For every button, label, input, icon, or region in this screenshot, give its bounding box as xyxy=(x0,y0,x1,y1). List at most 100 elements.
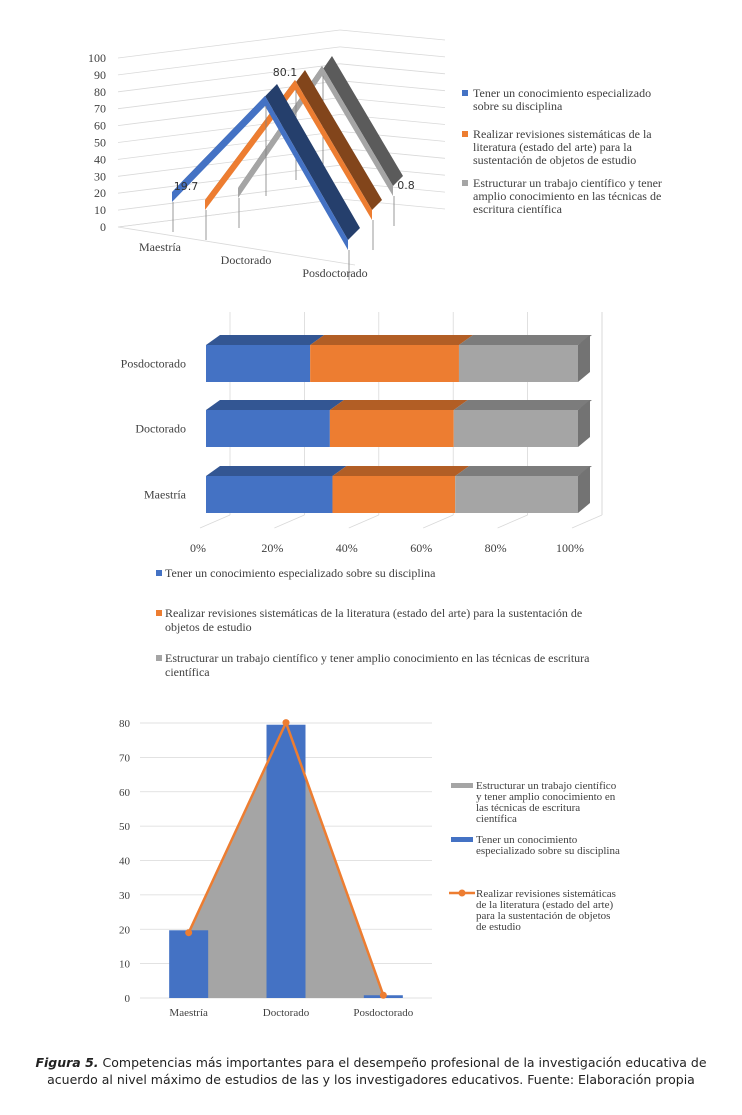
x-tick-label: 20% xyxy=(261,541,283,555)
data-label: 0.8 xyxy=(397,179,415,192)
figure-caption-text: Competencias más importantes para el des… xyxy=(47,1055,707,1087)
bar-segment-top xyxy=(329,400,468,410)
line-point xyxy=(185,929,193,937)
gridline xyxy=(117,181,341,211)
data-label: 80.1 xyxy=(273,66,298,79)
legend-label: y tener amplio conocimiento en xyxy=(476,791,616,803)
y-tick-label: 50 xyxy=(119,821,131,833)
gridline xyxy=(199,514,231,529)
y-tick-label: 20 xyxy=(94,186,106,200)
gridline xyxy=(348,514,379,529)
gridline xyxy=(117,46,341,76)
chart-combo: 0 10 20 30 40 50 60 70 80 Maestría Doctorado Posdoc… xyxy=(119,718,620,1019)
y-tick-label: Posdoctorado xyxy=(121,357,186,371)
legend-swatch xyxy=(451,783,473,788)
data-label: 19.7 xyxy=(174,180,199,193)
bar-segment xyxy=(332,476,456,513)
figure-label: Figura 5. xyxy=(35,1055,99,1070)
y-tick-label: 100 xyxy=(88,51,106,65)
y-tick-label: 20 xyxy=(119,924,131,936)
bar-segment xyxy=(206,345,311,382)
x-tick-label: Maestría xyxy=(139,240,182,254)
x-tick-label: Posdoctorado xyxy=(353,1007,413,1019)
legend-swatch-marker xyxy=(458,889,466,897)
y-tick-label: 40 xyxy=(119,856,131,868)
y-tick-label: 40 xyxy=(94,152,106,166)
y-tick-label: 30 xyxy=(94,169,106,183)
legend-label: científica xyxy=(165,665,210,679)
y-tick-label: 10 xyxy=(119,959,131,971)
series-ribbon-top xyxy=(238,56,403,188)
gridline xyxy=(423,514,454,529)
gridline xyxy=(571,514,603,529)
legend-label: Estructurar un trabajo científico xyxy=(476,780,617,792)
y-tick-label: 80 xyxy=(94,85,106,99)
legend-label: Tener un conocimiento especializado xyxy=(473,86,651,100)
legend-label: amplio conocimiento en las técnicas de xyxy=(473,189,661,203)
legend-label: especializado sobre su disciplina xyxy=(476,845,620,857)
bar-segment-top xyxy=(310,335,473,345)
legend-label: Tener un conocimiento especializado sobr… xyxy=(165,566,436,580)
legend-swatch xyxy=(462,90,468,96)
y-tick-label: 80 xyxy=(119,718,131,730)
legend-label: para la sustentación de objetos xyxy=(476,910,610,922)
x-tick-label: 80% xyxy=(485,541,507,555)
y-tick-label: 60 xyxy=(94,119,106,133)
series-ribbon-top xyxy=(205,70,382,210)
y-tick-label: Maestría xyxy=(144,488,187,502)
bar-segment-side xyxy=(578,466,590,513)
gridline xyxy=(339,80,446,92)
gridline xyxy=(117,29,341,59)
x-tick-label: 40% xyxy=(336,541,358,555)
line-point xyxy=(379,991,387,999)
bar-segment xyxy=(206,476,333,513)
bar xyxy=(266,724,306,998)
legend-label: Realizar revisiones sistemáticas de la xyxy=(473,127,652,141)
bar xyxy=(169,930,209,998)
legend-label: Realizar revisiones sistemáticas xyxy=(476,888,616,900)
legend-swatch xyxy=(451,837,473,842)
bar-segment-top xyxy=(455,466,592,476)
legend-label: sustentación de objetos de estudio xyxy=(473,153,636,167)
bar-segment-side xyxy=(578,335,590,382)
legend-swatch xyxy=(156,570,162,576)
gridline xyxy=(497,514,528,529)
legend-label: literatura (estado del arte) para la xyxy=(473,140,633,154)
bar-segment-top xyxy=(206,335,325,345)
gridline xyxy=(339,46,446,58)
legend-swatch xyxy=(462,131,468,137)
y-tick-label: 70 xyxy=(94,102,106,116)
legend-label: científica xyxy=(476,813,517,825)
x-tick-label: Doctorado xyxy=(263,1007,310,1019)
figure-caption: Figura 5. Competencias más importantes p… xyxy=(20,1054,722,1088)
y-tick-label: 50 xyxy=(94,136,106,150)
gridline xyxy=(117,63,341,93)
legend-label: escritura científica xyxy=(473,202,563,216)
x-tick-label: 0% xyxy=(190,541,206,555)
series-ribbon-top xyxy=(172,84,360,240)
gridline xyxy=(117,114,341,143)
gridline xyxy=(339,198,446,210)
x-tick-label: Maestría xyxy=(169,1007,208,1019)
gridline xyxy=(274,514,305,529)
legend-swatch xyxy=(462,180,468,186)
x-tick-label: 60% xyxy=(410,541,432,555)
floor-line xyxy=(117,198,341,228)
legend-label: Tener un conocimiento xyxy=(476,834,578,846)
line-point xyxy=(282,719,290,727)
legend-label: de estudio xyxy=(476,921,521,933)
bar-segment xyxy=(455,476,578,513)
bar-segment-top xyxy=(332,466,470,476)
y-tick-label: 90 xyxy=(94,68,106,82)
legend-label: Realizar revisiones sistemáticas de la l… xyxy=(165,606,582,620)
bar-segment-top xyxy=(453,400,592,410)
x-tick-label: 100% xyxy=(556,541,584,555)
legend-label: sobre su disciplina xyxy=(473,99,563,113)
y-tick-label: 60 xyxy=(119,787,131,799)
legend-label: Estructurar un trabajo científico y tene… xyxy=(473,176,662,190)
chart-3d-line: 0 10 20 30 40 50 60 70 80 90 100 19.7 80.1 0.8 Maestrí… xyxy=(88,29,662,280)
bar-segment-top xyxy=(458,335,592,345)
y-tick-label: 30 xyxy=(119,890,131,902)
gridline xyxy=(339,29,446,41)
legend-label: las técnicas de escritura xyxy=(476,802,580,814)
